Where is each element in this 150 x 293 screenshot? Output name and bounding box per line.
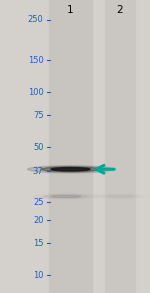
Ellipse shape	[51, 168, 90, 171]
Ellipse shape	[44, 195, 88, 198]
Text: 1: 1	[67, 5, 74, 15]
Text: 25: 25	[33, 198, 44, 207]
Bar	[105, 0, 135, 293]
Text: 250: 250	[28, 15, 44, 24]
Ellipse shape	[100, 195, 140, 198]
Ellipse shape	[33, 194, 99, 199]
Text: 10: 10	[33, 271, 44, 280]
Text: 150: 150	[28, 56, 44, 65]
Ellipse shape	[51, 195, 81, 197]
Text: 20: 20	[33, 216, 44, 225]
Text: 2: 2	[117, 5, 123, 15]
Ellipse shape	[28, 166, 113, 173]
Ellipse shape	[106, 195, 134, 197]
Bar	[50, 0, 92, 293]
Text: 50: 50	[33, 143, 44, 152]
Text: 15: 15	[33, 239, 44, 248]
Text: 75: 75	[33, 111, 44, 120]
Ellipse shape	[41, 167, 100, 172]
Text: 37: 37	[33, 167, 44, 176]
Text: 100: 100	[28, 88, 44, 97]
